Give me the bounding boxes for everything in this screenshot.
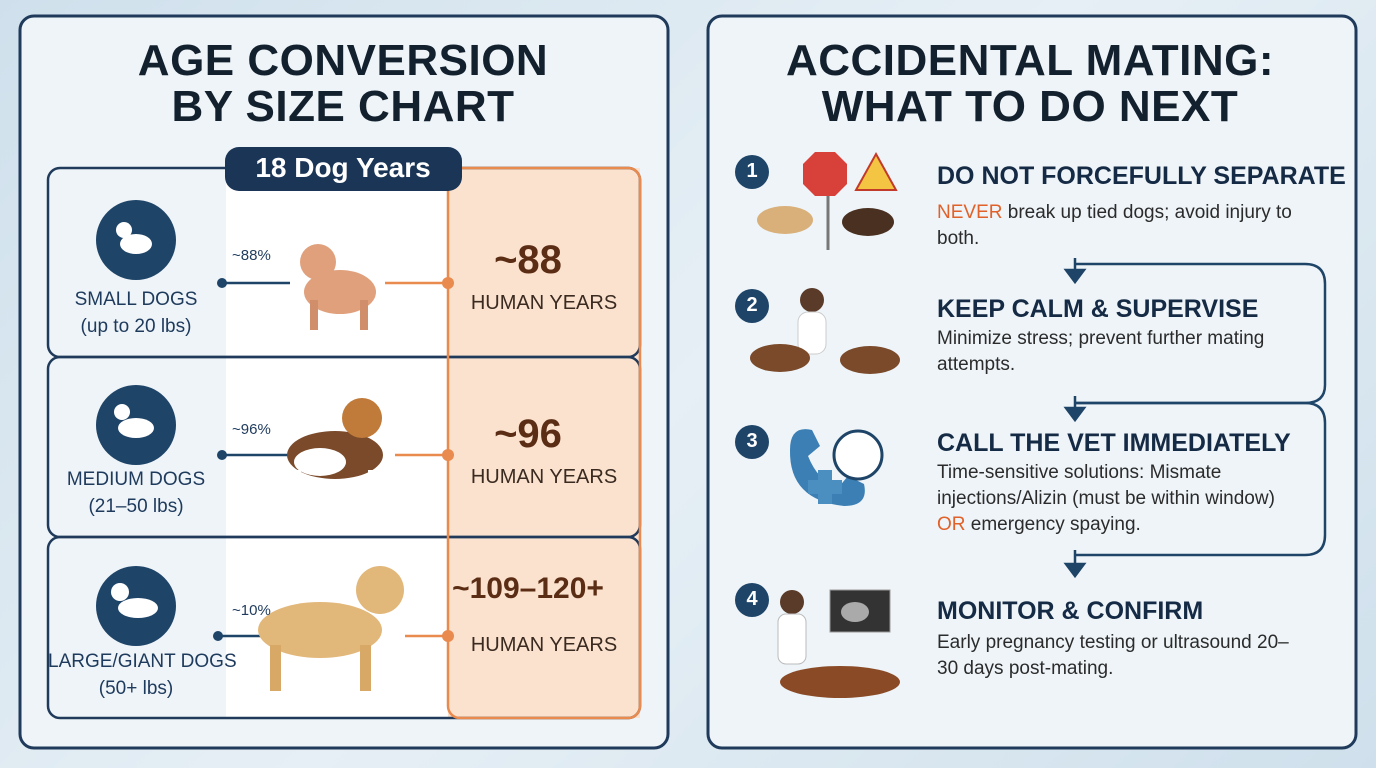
- step-text: Early pregnancy testing or ultrasound 20…: [937, 630, 1307, 682]
- size-range: (50+ lbs): [98, 678, 174, 699]
- step-text-part: Minimize stress; prevent further mating …: [937, 328, 1265, 375]
- result-column: [448, 168, 640, 718]
- human-years-unit: HUMAN YEARS: [470, 634, 618, 656]
- left-title: AGE CONVERSION: [137, 36, 549, 85]
- step-text-part: Early pregnancy testing or ultrasound 20…: [937, 632, 1289, 679]
- highlight-word: NEVER: [937, 202, 1003, 223]
- human-years-unit: HUMAN YEARS: [470, 466, 618, 488]
- size-icons: [96, 200, 176, 646]
- dog-illustrations: [258, 244, 404, 691]
- flow-arrows: [1063, 258, 1327, 579]
- step-heading: KEEP CALM & SUPERVISE: [937, 295, 1259, 323]
- right-title: WHAT TO DO NEXT: [821, 82, 1239, 131]
- left-title: BY SIZE CHART: [171, 82, 515, 131]
- badge: 18 Dog Years: [255, 152, 431, 183]
- step-number: 2: [746, 294, 758, 316]
- right-panel: [706, 14, 1358, 750]
- size-range: (up to 20 lbs): [80, 316, 192, 337]
- right-title: ACCIDENTAL MATING:: [785, 36, 1275, 85]
- step-text: Minimize stress; prevent further mating …: [937, 326, 1307, 378]
- human-years-value: ~96: [494, 412, 562, 456]
- step-text: NEVER break up tied dogs; avoid injury t…: [937, 200, 1307, 252]
- size-label: LARGE/GIANT DOGS: [48, 651, 237, 672]
- step-heading: DO NOT FORCEFULLY SEPARATE: [937, 162, 1346, 190]
- step-heading: CALL THE VET IMMEDIATELY: [937, 429, 1291, 457]
- step-number: 1: [746, 160, 758, 182]
- percent: ~88%: [232, 247, 271, 264]
- step-text: Time-sensitive solutions: Mismate inject…: [937, 460, 1307, 538]
- size-label: MEDIUM DOGS: [66, 469, 206, 490]
- result-outline: [446, 166, 642, 720]
- human-years-unit: HUMAN YEARS: [470, 292, 618, 314]
- connectors: [213, 277, 454, 642]
- step-heading: MONITOR & CONFIRM: [937, 597, 1204, 625]
- step-number: 4: [746, 588, 758, 610]
- human-years-value: ~88: [494, 238, 562, 282]
- percent: ~10%: [232, 602, 271, 619]
- human-years-value: ~109–120+: [452, 572, 604, 605]
- step-circles: [735, 155, 769, 617]
- size-label: SMALL DOGS: [74, 289, 198, 310]
- step-text-part: Time-sensitive solutions: Mismate inject…: [937, 462, 1275, 509]
- percent: ~96%: [232, 421, 271, 438]
- step-text-part: break up tied dogs; avoid injury to both…: [937, 202, 1292, 249]
- size-range: (21–50 lbs): [88, 496, 184, 517]
- badge-bg: [225, 147, 462, 191]
- step-illustrations: [750, 151, 900, 698]
- step-number: 3: [746, 430, 758, 452]
- highlight-word: OR: [937, 514, 966, 535]
- step-text-part: emergency spaying.: [970, 514, 1141, 535]
